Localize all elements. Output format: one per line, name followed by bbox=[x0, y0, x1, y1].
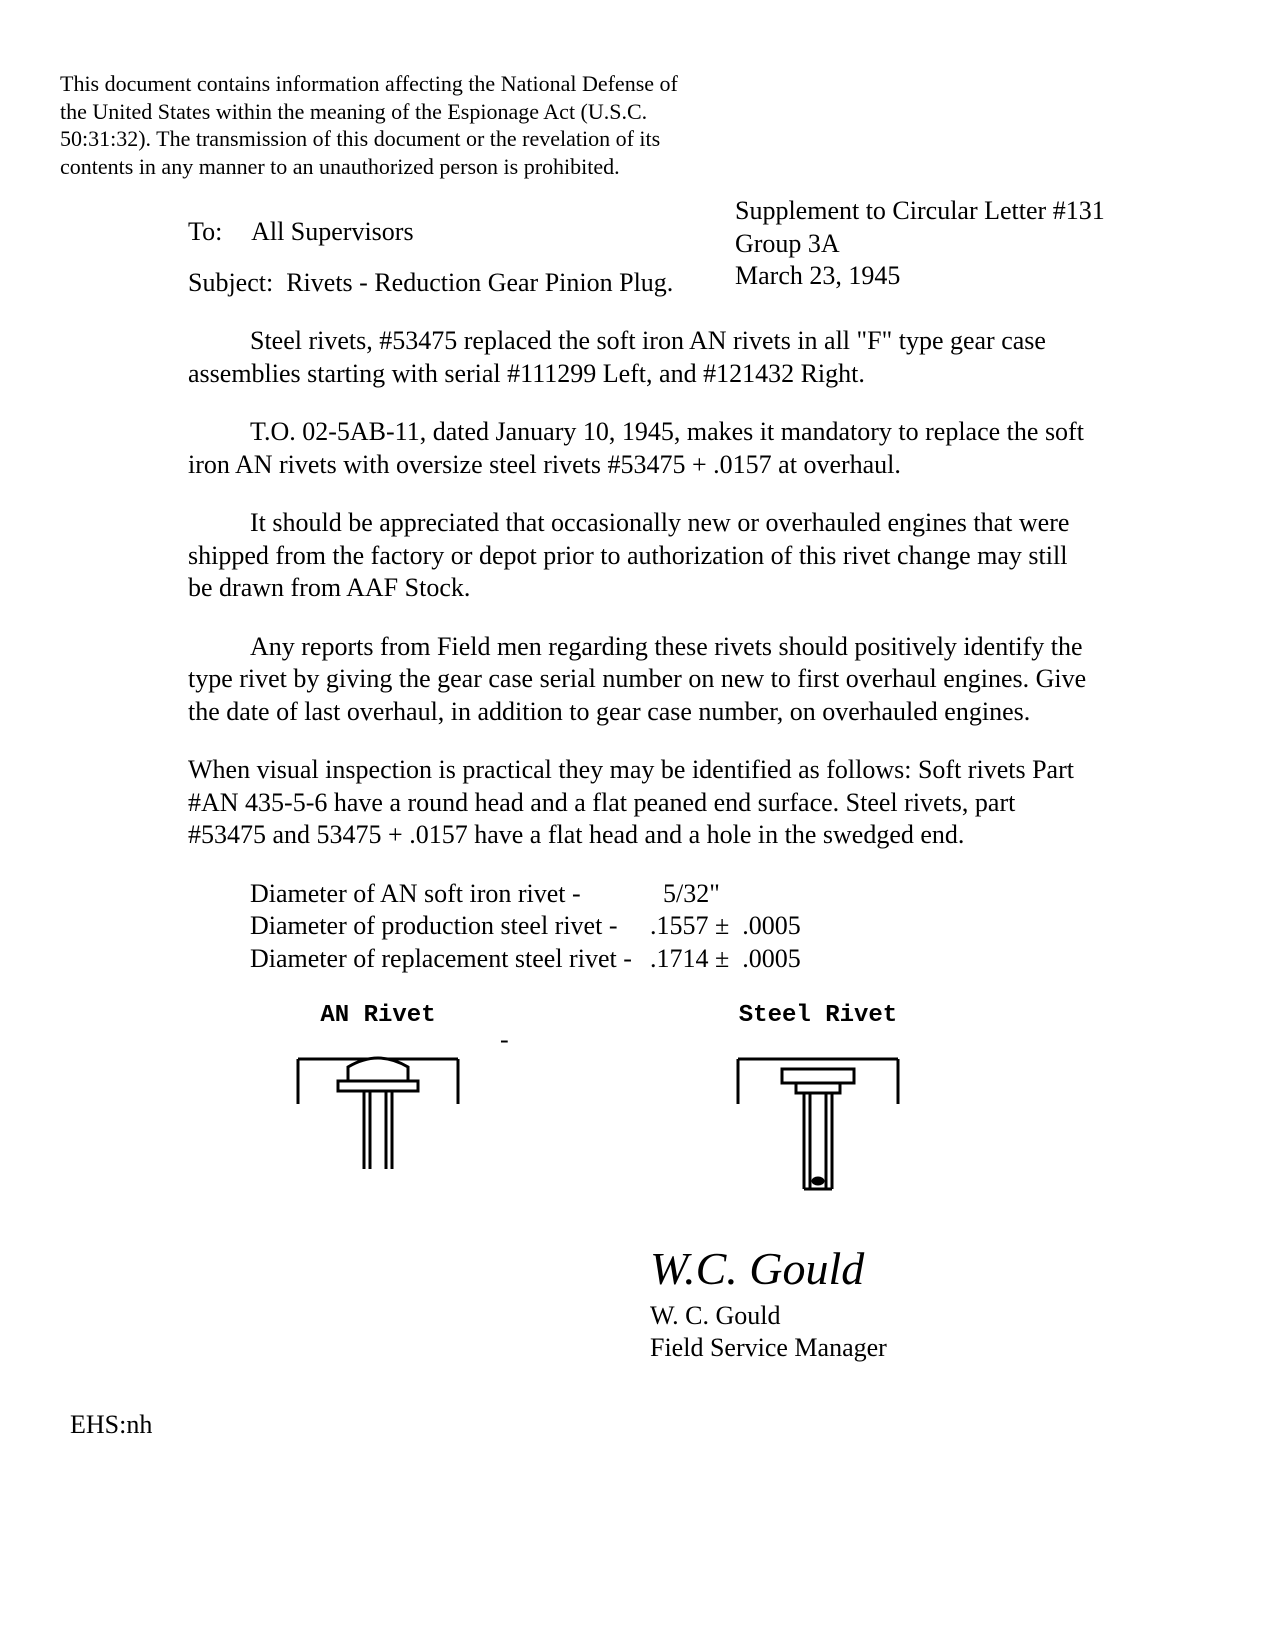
header-right: Supplement to Circular Letter #131 Group… bbox=[735, 195, 1105, 293]
header-line-2: Group 3A bbox=[735, 228, 1105, 261]
signature-name: W. C. Gould bbox=[650, 1300, 887, 1333]
diameter-row-3: Diameter of replacement steel rivet - .1… bbox=[250, 943, 1088, 976]
paragraph-1: Steel rivets, #53475 replaced the soft i… bbox=[188, 325, 1088, 390]
figure-an-label: AN Rivet bbox=[278, 1001, 478, 1031]
diam-value-2: .1557 ± .0005 bbox=[650, 910, 850, 943]
signature-block: W.C. Gould W. C. Gould Field Service Man… bbox=[650, 1240, 887, 1365]
disclaimer-text: This document contains information affec… bbox=[60, 70, 680, 180]
diam-value-1: 5/32" bbox=[650, 878, 850, 911]
diameter-block: Diameter of AN soft iron rivet - 5/32" D… bbox=[250, 878, 1088, 976]
paragraph-5: When visual inspection is practical they… bbox=[188, 754, 1088, 852]
diameter-row-2: Diameter of production steel rivet - .15… bbox=[250, 910, 1088, 943]
paragraph-2: T.O. 02-5AB-11, dated January 10, 1945, … bbox=[188, 416, 1088, 481]
diam-value-3: .1714 ± .0005 bbox=[650, 943, 850, 976]
figure-an-rivet: AN Rivet bbox=[278, 1001, 478, 1188]
figures-row: AN Rivet bbox=[188, 1001, 1088, 1271]
diam-label-3: Diameter of replacement steel rivet - bbox=[250, 943, 650, 976]
header-line-3: March 23, 1945 bbox=[735, 260, 1105, 293]
header-line-1: Supplement to Circular Letter #131 bbox=[735, 195, 1105, 228]
diameter-row-1: Diameter of AN soft iron rivet - 5/32" bbox=[250, 878, 1088, 911]
diam-label-2: Diameter of production steel rivet - bbox=[250, 910, 650, 943]
steel-rivet-icon bbox=[718, 1039, 918, 1209]
diam-label-1: Diameter of AN soft iron rivet - bbox=[250, 878, 650, 911]
figure-steel-label: Steel Rivet bbox=[718, 1001, 918, 1031]
to-value: All Supervisors bbox=[251, 217, 414, 246]
paragraph-3: It should be appreciated that occasional… bbox=[188, 507, 1088, 605]
to-label: To: bbox=[188, 216, 246, 249]
paragraph-4: Any reports from Field men regarding the… bbox=[188, 631, 1088, 729]
an-rivet-icon bbox=[278, 1039, 478, 1179]
figure-steel-rivet: Steel Rivet bbox=[718, 1001, 918, 1218]
stray-dash: - bbox=[500, 1025, 509, 1055]
signature-title: Field Service Manager bbox=[650, 1332, 887, 1365]
subject-value: Rivets - Reduction Gear Pinion Plug. bbox=[286, 268, 673, 297]
subject-label: Subject: bbox=[188, 268, 273, 297]
body-content: To: All Supervisors Subject: Rivets - Re… bbox=[188, 216, 1088, 1271]
page: This document contains information affec… bbox=[0, 0, 1275, 1650]
typist-initials: EHS:nh bbox=[70, 1410, 152, 1440]
signature-script: W.C. Gould bbox=[650, 1240, 887, 1298]
